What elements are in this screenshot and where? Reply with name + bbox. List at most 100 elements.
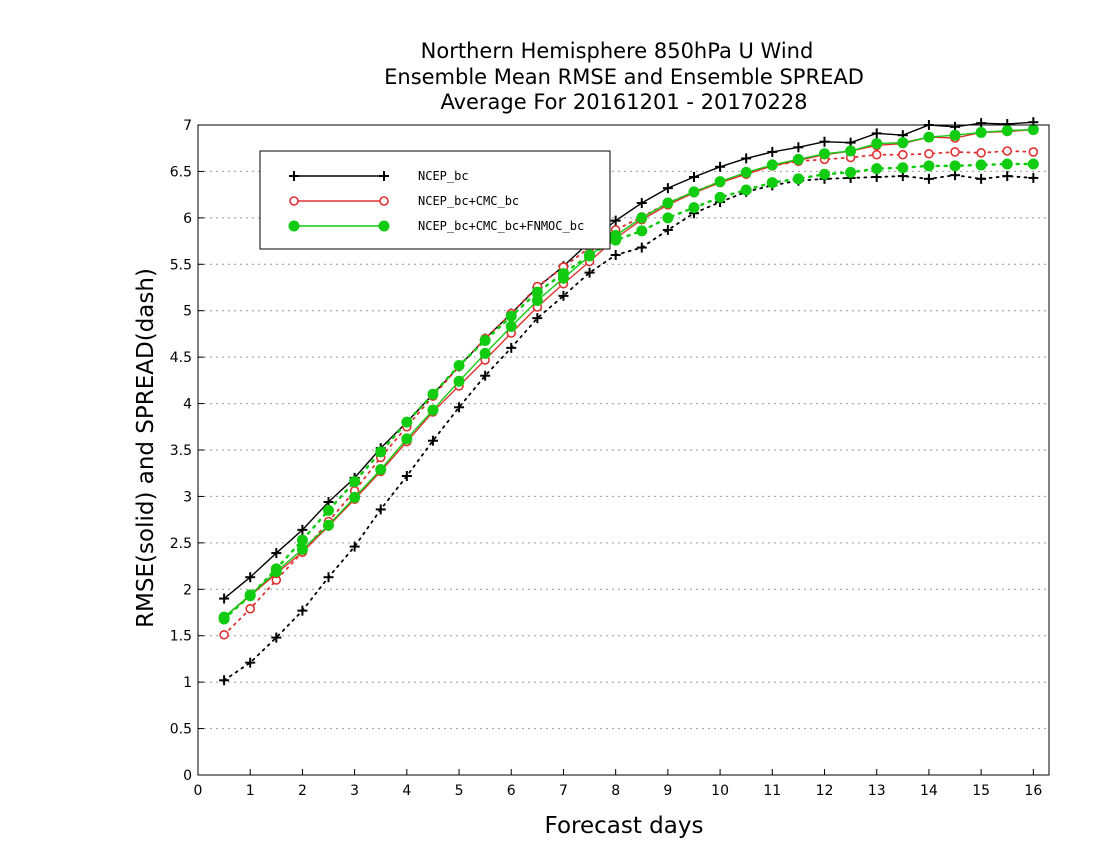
spread-point bbox=[871, 149, 882, 160]
rmse-point bbox=[793, 142, 804, 153]
spread-point bbox=[532, 313, 543, 324]
rmse-point bbox=[741, 153, 752, 164]
x-tick-label: 12 bbox=[816, 783, 834, 799]
legend-label: NCEP_bc bbox=[418, 169, 469, 183]
rmse-point bbox=[270, 566, 282, 578]
spread-point bbox=[845, 166, 857, 178]
x-tick-label: 8 bbox=[611, 783, 620, 799]
rmse-point bbox=[845, 145, 857, 157]
y-tick-label: 1 bbox=[183, 675, 192, 691]
spread-point bbox=[1028, 172, 1039, 183]
spread-point bbox=[636, 225, 648, 237]
rmse-point bbox=[349, 491, 361, 503]
rmse-point bbox=[1001, 125, 1013, 137]
x-tick-label: 1 bbox=[246, 783, 255, 799]
spread-point bbox=[976, 148, 986, 158]
spread-point bbox=[296, 534, 308, 546]
x-tick-label: 2 bbox=[298, 783, 307, 799]
x-axis-label: Forecast days bbox=[545, 813, 704, 839]
y-tick-label: 4 bbox=[183, 397, 192, 413]
rmse-point bbox=[219, 593, 230, 604]
x-tick-label: 4 bbox=[402, 783, 411, 799]
rmse-point bbox=[296, 543, 308, 555]
rmse-point bbox=[323, 519, 335, 531]
y-tick-label: 0 bbox=[183, 768, 192, 784]
spread-point bbox=[453, 360, 465, 371]
spread-point bbox=[401, 416, 413, 428]
y-tick-label: 6.5 bbox=[170, 164, 192, 180]
rmse-point bbox=[688, 172, 699, 182]
rmse-point bbox=[1027, 124, 1039, 136]
spread-point bbox=[871, 163, 883, 175]
rmse-point bbox=[767, 146, 778, 157]
y-tick-label: 7 bbox=[183, 118, 192, 134]
spread-point bbox=[480, 370, 491, 381]
rmse-point bbox=[714, 176, 726, 188]
spread-point bbox=[297, 605, 308, 616]
legend-box bbox=[259, 150, 611, 250]
x-tick-label: 11 bbox=[763, 783, 781, 799]
spread-point bbox=[219, 629, 229, 640]
spread-line bbox=[223, 174, 1035, 682]
rmse-point bbox=[715, 161, 726, 172]
spread-point bbox=[427, 388, 439, 400]
rmse-point bbox=[297, 524, 308, 535]
spread-point bbox=[975, 159, 987, 171]
series-0 bbox=[219, 117, 1039, 686]
axes: 00.511.522.533.544.555.566.570 1 2 3 4 5 6 7 8 9 1… bbox=[170, 118, 1043, 799]
legend-marker bbox=[289, 196, 299, 206]
spread-point bbox=[245, 657, 256, 668]
rmse-point bbox=[662, 183, 673, 194]
x-tick-label: 9 bbox=[663, 783, 672, 799]
rmse-point bbox=[766, 159, 778, 171]
series-layer bbox=[218, 117, 1039, 686]
spread-point bbox=[792, 173, 804, 185]
x-tick-label: 0 bbox=[194, 783, 203, 799]
y-tick-label: 3.5 bbox=[170, 443, 192, 459]
rmse-point bbox=[636, 198, 647, 208]
rmse-point bbox=[271, 548, 282, 559]
series-2 bbox=[218, 124, 1039, 625]
y-tick-label: 5.5 bbox=[170, 257, 192, 273]
rmse-point bbox=[923, 131, 935, 143]
spread-point bbox=[976, 173, 987, 184]
spread-point bbox=[923, 173, 934, 184]
spread-point bbox=[688, 202, 700, 214]
x-tick-label: 3 bbox=[350, 783, 359, 799]
y-tick-label: 4.5 bbox=[170, 350, 192, 366]
title-line-2: Ensemble Mean RMSE and Ensemble SPREAD bbox=[384, 65, 864, 89]
legend-item: NCEP_bc+CMC_bc+FNMOC_bc bbox=[288, 219, 584, 233]
spread-point bbox=[349, 476, 361, 488]
spread-point bbox=[662, 224, 673, 235]
y-tick-label: 2.5 bbox=[170, 536, 192, 552]
x-tick-label: 14 bbox=[920, 783, 938, 799]
rmse-point bbox=[557, 272, 569, 284]
legend-label: NCEP_bc+CMC_bc bbox=[418, 194, 519, 208]
spread-point bbox=[610, 250, 621, 260]
spread-point bbox=[506, 342, 517, 353]
spread-point bbox=[766, 177, 778, 189]
legend-marker bbox=[289, 171, 299, 181]
spread-point bbox=[1001, 158, 1013, 170]
spread-point bbox=[924, 148, 934, 159]
spread-point bbox=[819, 168, 831, 180]
rmse-point bbox=[871, 138, 883, 150]
x-tick-label: 15 bbox=[972, 783, 990, 799]
rmse-point bbox=[897, 137, 909, 149]
spread-point bbox=[219, 675, 230, 686]
spread-point bbox=[897, 162, 909, 174]
spread-point bbox=[323, 504, 335, 516]
legend-label: NCEP_bc+CMC_bc+FNMOC_bc bbox=[418, 219, 584, 233]
spread-point bbox=[401, 471, 412, 481]
rmse-point bbox=[244, 589, 256, 601]
rmse-point bbox=[531, 295, 543, 306]
title-line-3: Average For 20161201 - 20170228 bbox=[440, 90, 807, 114]
x-tick-label: 16 bbox=[1024, 783, 1042, 799]
rmse-point bbox=[453, 375, 465, 387]
spread-point bbox=[375, 446, 387, 458]
rmse-point bbox=[479, 347, 491, 359]
x-tick-label: 5 bbox=[455, 783, 464, 799]
legend-item: NCEP_bc+CMC_bc bbox=[289, 194, 519, 208]
rmse-point bbox=[871, 128, 882, 139]
